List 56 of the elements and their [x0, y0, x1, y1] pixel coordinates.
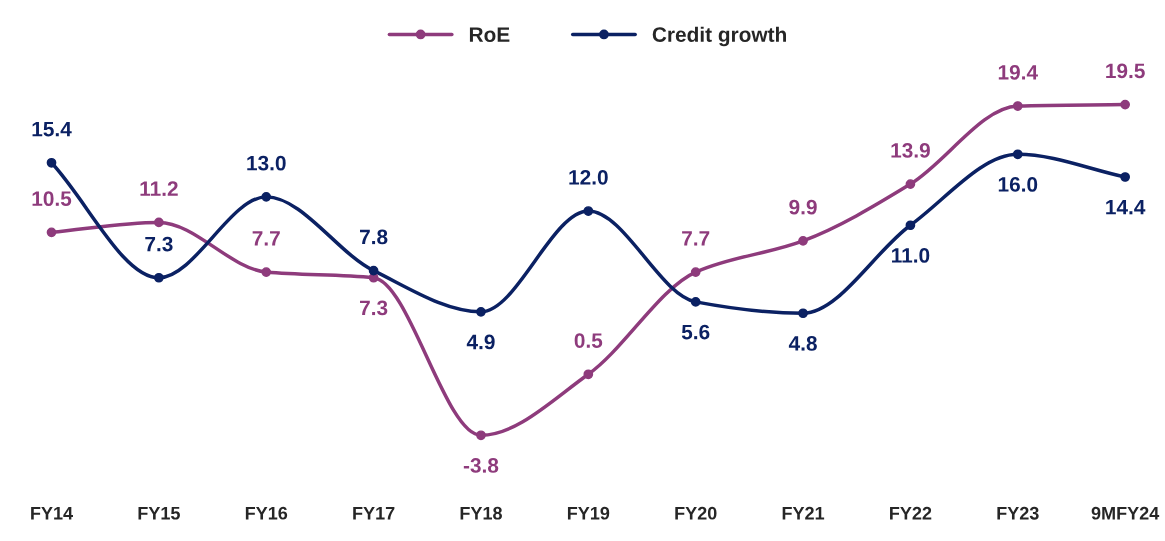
point — [905, 220, 916, 231]
x-tick-label: FY20 — [675, 506, 717, 520]
point — [690, 267, 701, 277]
legend-label: RoE — [469, 27, 510, 42]
point — [798, 235, 808, 246]
x-tick-label: FY23 — [997, 506, 1039, 520]
point — [46, 157, 57, 168]
data-label: 4.9 — [466, 334, 495, 350]
data-label: 7.7 — [252, 231, 280, 246]
point — [368, 265, 379, 276]
data-label: 13.9 — [891, 142, 930, 158]
data-label: 7.8 — [360, 229, 388, 245]
data-label: 15.4 — [32, 121, 72, 137]
x-tick-label: FY17 — [353, 507, 395, 520]
data-label: 4.8 — [788, 336, 817, 351]
x-tick-label: FY18 — [460, 506, 502, 520]
point — [690, 297, 701, 307]
x-tick-label: FY21 — [782, 506, 825, 520]
data-label: 7.3 — [360, 300, 388, 316]
data-label: 5.6 — [681, 324, 710, 340]
x-tick-label: FY14 — [31, 507, 73, 520]
data-label: 7.7 — [682, 231, 710, 246]
point — [154, 217, 164, 228]
data-label: -3.8 — [463, 458, 499, 473]
point — [261, 191, 272, 202]
data-label: 9.9 — [789, 199, 817, 215]
point — [154, 272, 164, 283]
data-label: 14.4 — [1106, 199, 1146, 215]
x-tick-label: FY19 — [567, 506, 610, 520]
point — [1012, 149, 1023, 160]
data-label: 7.3 — [145, 236, 173, 252]
point — [476, 430, 486, 441]
point — [798, 308, 808, 319]
point — [1120, 99, 1131, 110]
data-label: 12.0 — [569, 169, 608, 185]
data-label: 11.0 — [892, 248, 930, 263]
x-tick-label: FY16 — [245, 506, 288, 520]
point — [46, 227, 57, 238]
data-label: 0.5 — [574, 333, 603, 348]
point — [261, 267, 272, 277]
x-tick-label: 9MFY24 — [1091, 506, 1160, 520]
point — [905, 179, 916, 189]
data-label: 19.5 — [1106, 63, 1145, 79]
data-label: 13.0 — [247, 155, 286, 171]
point — [476, 306, 486, 317]
point — [1120, 172, 1131, 182]
x-tick-label: FY22 — [890, 506, 932, 520]
data-label: 16.0 — [998, 177, 1038, 192]
point — [1012, 101, 1023, 111]
data-label: 11.2 — [140, 181, 178, 196]
x-tick-label: FY15 — [138, 507, 180, 520]
data-label: 19.4 — [998, 64, 1038, 80]
point — [583, 369, 594, 380]
data-label: 10.5 — [32, 191, 72, 206]
point — [583, 206, 594, 216]
legend-label: Credit growth — [652, 26, 786, 47]
